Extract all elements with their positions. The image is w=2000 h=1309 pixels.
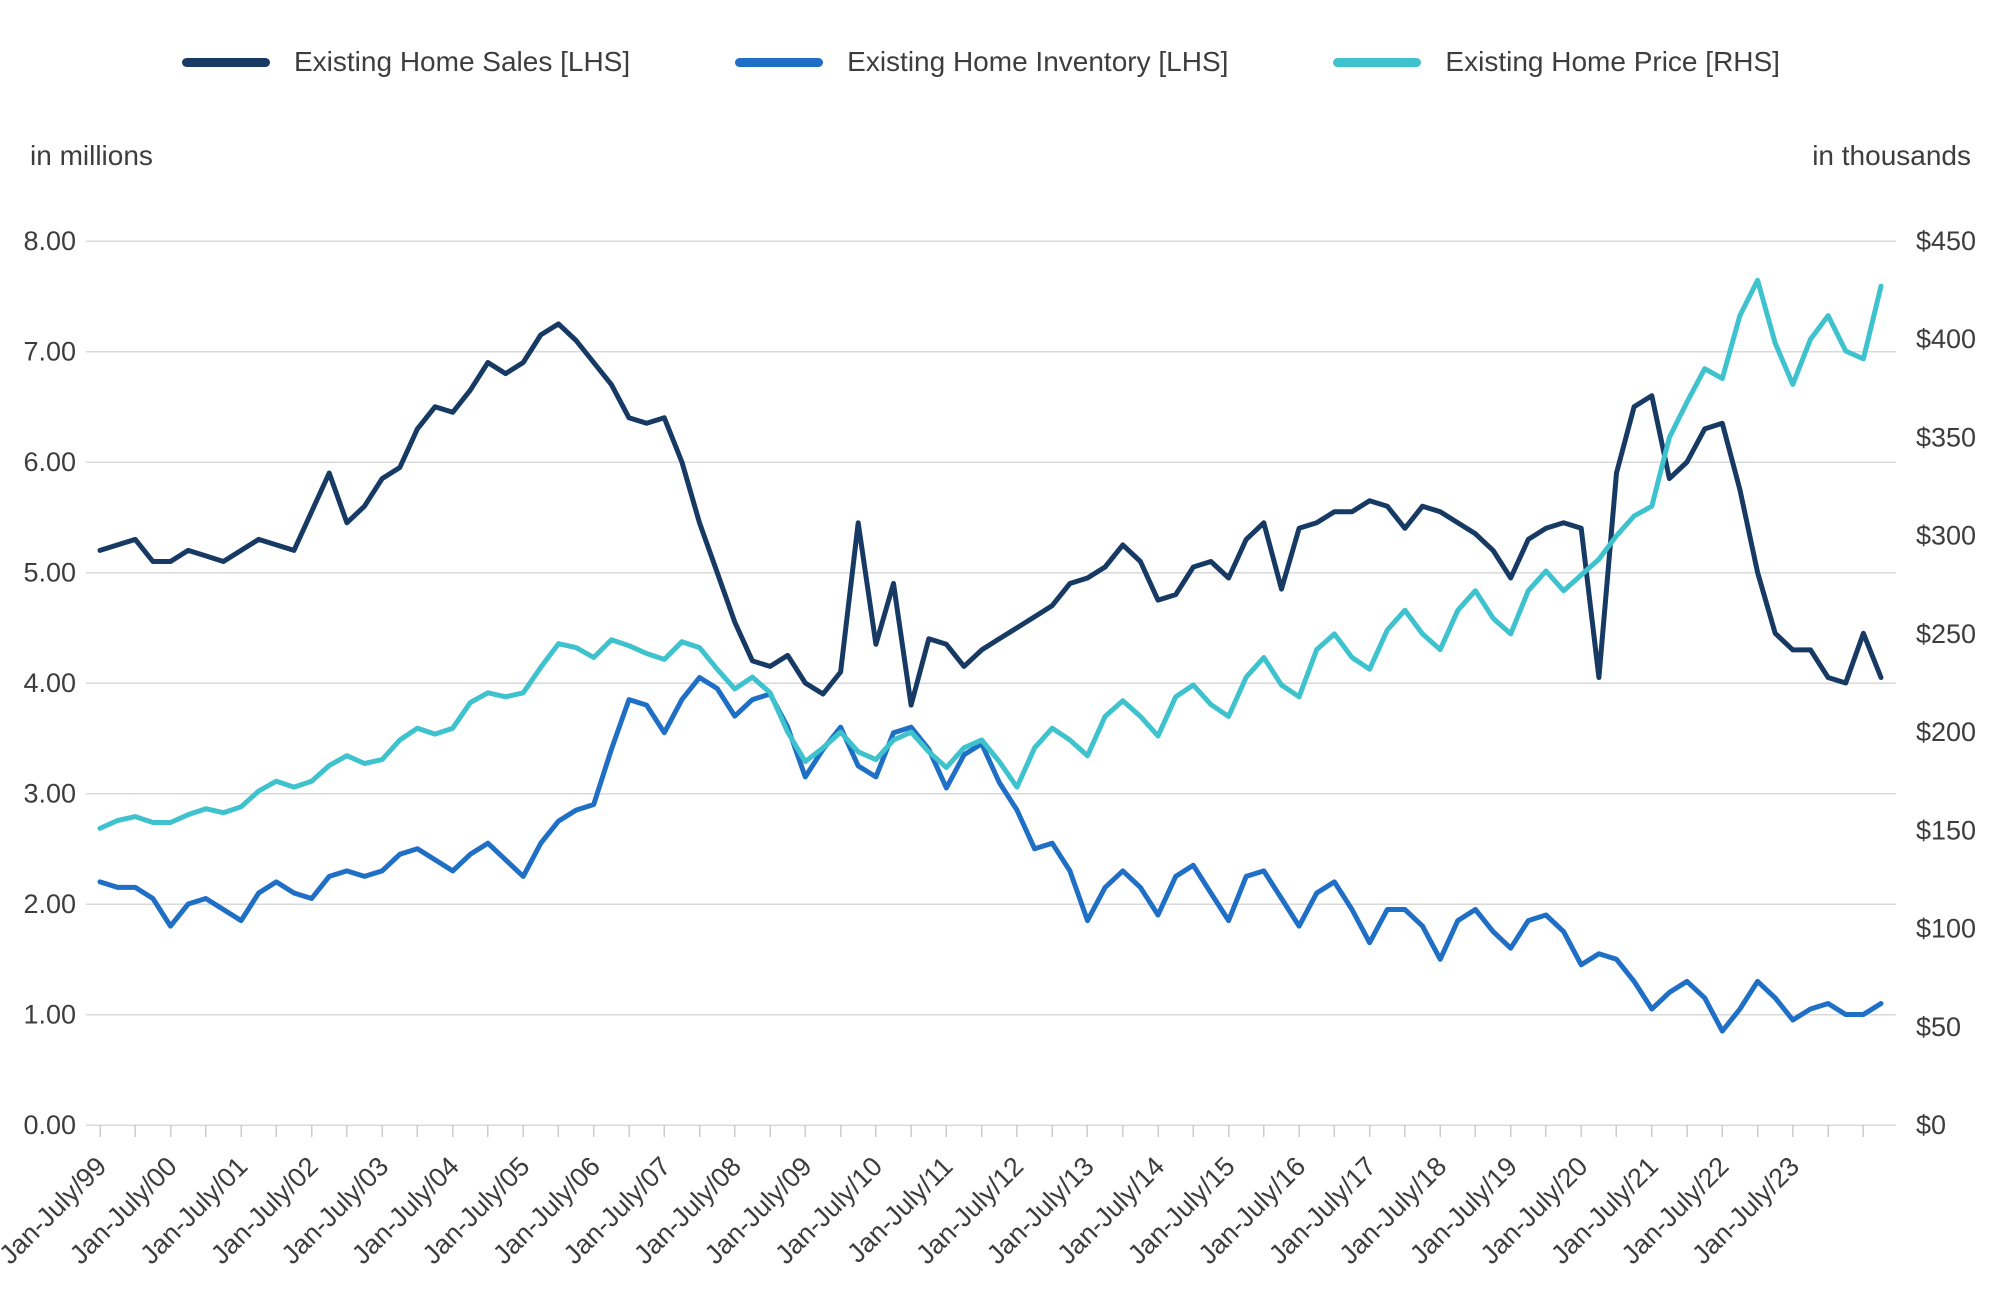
left-axis-tick-label: 4.00 [23, 668, 76, 698]
legend-swatch-inventory [735, 57, 824, 67]
left-axis-tick-label: 1.00 [23, 1000, 76, 1030]
series-lines [97, 277, 1884, 1034]
legend-swatch-sales [182, 57, 270, 67]
left-axis-tick-label: 6.00 [23, 447, 76, 477]
right-axis-tick-label: $200 [1916, 717, 1976, 747]
right-axis-title: in thousands [1812, 140, 1971, 171]
left-axis-tick-label: 2.00 [23, 889, 76, 919]
right-axis-tick-label: $100 [1916, 914, 1976, 944]
right-axis-tick-label: $300 [1916, 521, 1976, 551]
right-axis-tick-label: $150 [1916, 815, 1976, 845]
legend-swatch-price [1333, 57, 1422, 67]
left-axis-tick-label: 3.00 [23, 779, 76, 809]
series-line-price [97, 277, 1884, 831]
right-axis-tick-label: $0 [1916, 1110, 1946, 1140]
legend-label-inventory: Existing Home Inventory [LHS] [847, 46, 1229, 77]
chart-legend: Existing Home Sales [LHS] Existing Home … [182, 46, 1780, 78]
legend-item-price: Existing Home Price [RHS] [1333, 46, 1780, 78]
left-axis-tick-label: 5.00 [23, 558, 76, 588]
right-axis-tick-label: $50 [1916, 1012, 1961, 1042]
right-axis-tick-label: $350 [1916, 422, 1976, 452]
right-axis-tick-label: $450 [1916, 226, 1976, 256]
legend-item-inventory: Existing Home Inventory [LHS] [735, 46, 1228, 78]
left-axis-tick-label: 7.00 [23, 337, 76, 367]
left-axis-title: in millions [30, 140, 153, 171]
left-axis-tick-label: 0.00 [23, 1110, 76, 1140]
legend-item-sales: Existing Home Sales [LHS] [182, 46, 630, 78]
legend-label-sales: Existing Home Sales [LHS] [294, 46, 631, 77]
series-line-sales [97, 321, 1884, 708]
right-axis-tick-label: $250 [1916, 619, 1976, 649]
left-axis-tick-label: 8.00 [23, 226, 76, 256]
right-axis-tick-label: $400 [1916, 324, 1976, 354]
legend-label-price: Existing Home Price [RHS] [1445, 46, 1780, 77]
gridlines [86, 240, 1896, 1126]
series-line-inventory [97, 675, 1884, 1034]
x-axis-ticks [99, 1125, 1865, 1137]
